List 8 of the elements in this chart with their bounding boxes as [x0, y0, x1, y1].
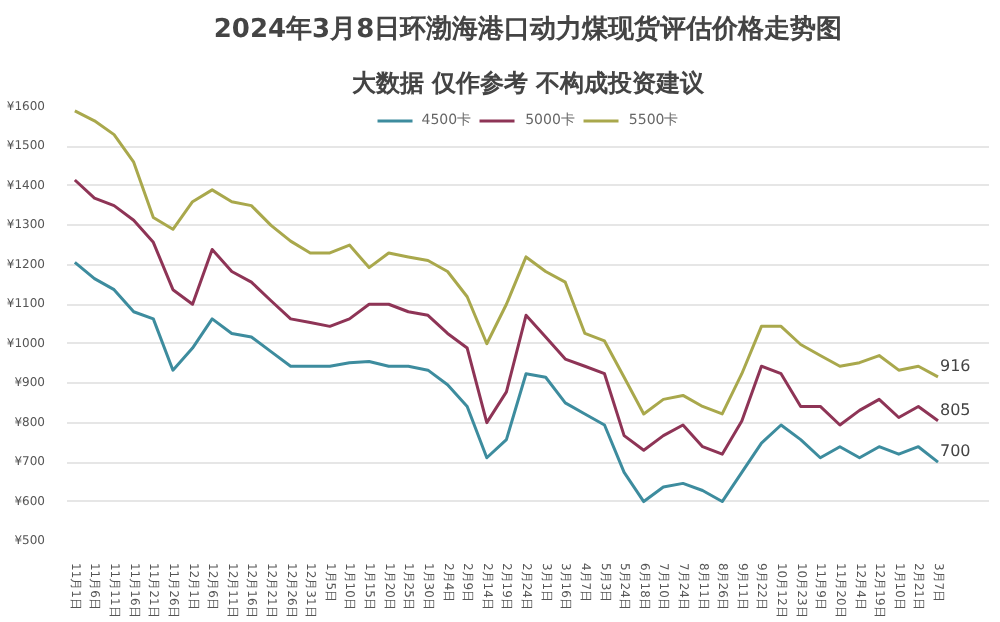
data-label: 700 — [940, 442, 971, 461]
line-series — [73, 260, 940, 504]
chart-subtitle: 大数据 仅作参考 不构成投资建议 — [351, 69, 707, 97]
data-label: 916 — [940, 356, 971, 375]
line-series — [73, 178, 940, 456]
data-label: 805 — [940, 400, 971, 419]
chart-title: 2024年3月8日环渤海港口动力煤现货评估价格走势图 — [213, 13, 843, 45]
line-series — [73, 109, 940, 416]
